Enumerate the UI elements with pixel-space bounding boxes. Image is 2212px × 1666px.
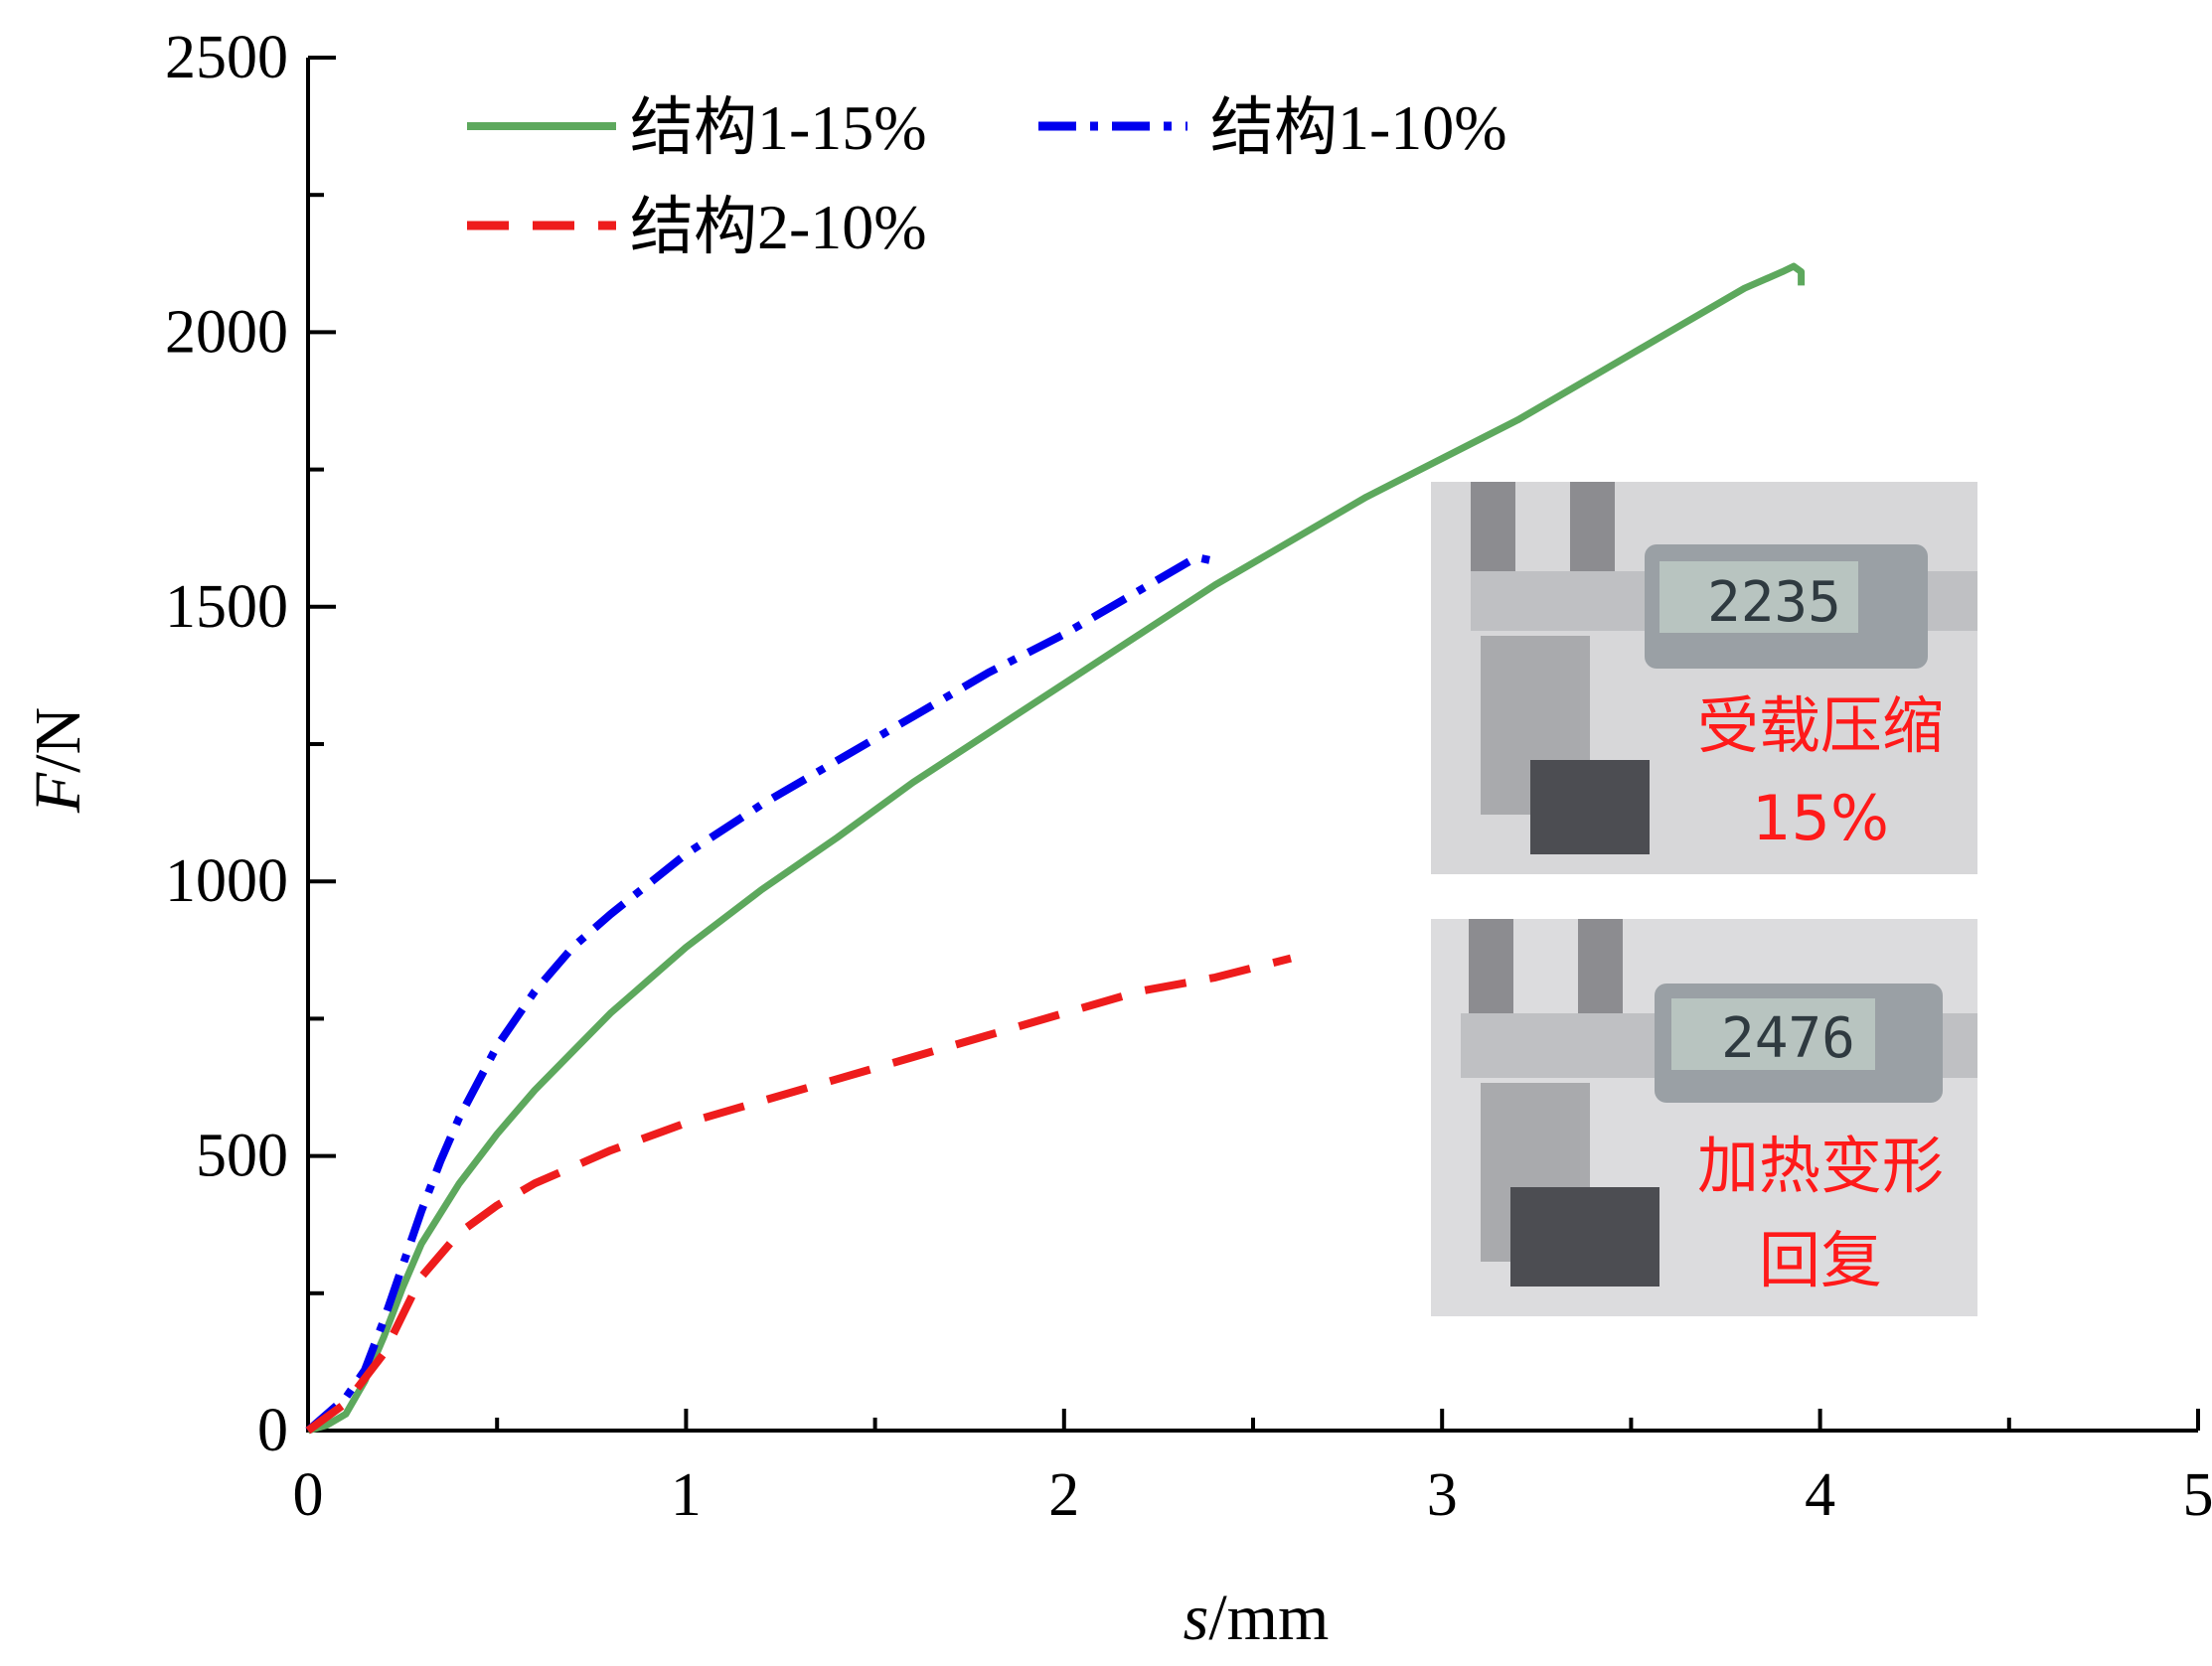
y-axis-title: F/N	[22, 707, 94, 814]
y-axis-unit: /N	[22, 707, 94, 773]
y-tick-label: 1500	[165, 573, 288, 641]
caliper-display	[1671, 998, 1875, 1070]
lattice-specimen-icon	[1510, 1187, 1659, 1287]
series-line-1	[307, 262, 1806, 1435]
x-axis-unit: /mm	[1208, 1582, 1329, 1654]
y-axis-variable: F	[22, 772, 94, 814]
x-tick-label: 5	[2183, 1461, 2212, 1529]
legend-label-series-1: 结构1-15%	[630, 92, 927, 163]
x-axis-variable: s	[1184, 1582, 1209, 1654]
caliper-display	[1659, 561, 1858, 633]
legend-label-series-2: 结构1-10%	[1210, 92, 1507, 163]
inset-photo-recovered: 2476 加热变形 回复	[1431, 919, 1977, 1316]
caliper-reading: 2476	[1721, 1006, 1855, 1071]
y-tick-label: 2000	[165, 298, 288, 366]
y-tick-label: 1000	[165, 847, 288, 915]
caliper-reading: 2235	[1707, 570, 1841, 635]
plot-area	[305, 262, 1806, 1435]
series-line-2	[305, 553, 1224, 1435]
x-axis-title: s/mm	[1184, 1582, 1330, 1654]
inset-label-1-line1: 受载压缩	[1697, 689, 1944, 762]
legend: 结构1-15% 结构1-10% 结构2-10%	[467, 92, 1507, 262]
inset-photo-compressed: 2235 受载压缩 15%	[1431, 482, 1977, 874]
axes: 0 1 2 3 4 5 0 500 1000 1500 2000 2500	[165, 24, 2212, 1529]
y-tick-label: 500	[196, 1123, 288, 1190]
series-line-3	[305, 954, 1292, 1435]
y-tick-label: 2500	[165, 24, 288, 91]
inset-label-2-line2: 回复	[1759, 1224, 1882, 1296]
lattice-specimen-icon	[1530, 760, 1650, 854]
inset-label-2-line1: 加热变形	[1697, 1130, 1944, 1202]
x-tick-label: 3	[1427, 1461, 1458, 1529]
legend-label-series-3: 结构2-10%	[630, 192, 927, 262]
x-tick-label: 0	[293, 1461, 324, 1529]
x-tick-label: 2	[1048, 1461, 1079, 1529]
x-tick-label: 1	[671, 1461, 702, 1529]
x-tick-label: 4	[1805, 1461, 1835, 1529]
y-tick-label: 0	[257, 1397, 288, 1464]
inset-label-1-line2: 15%	[1752, 782, 1889, 854]
